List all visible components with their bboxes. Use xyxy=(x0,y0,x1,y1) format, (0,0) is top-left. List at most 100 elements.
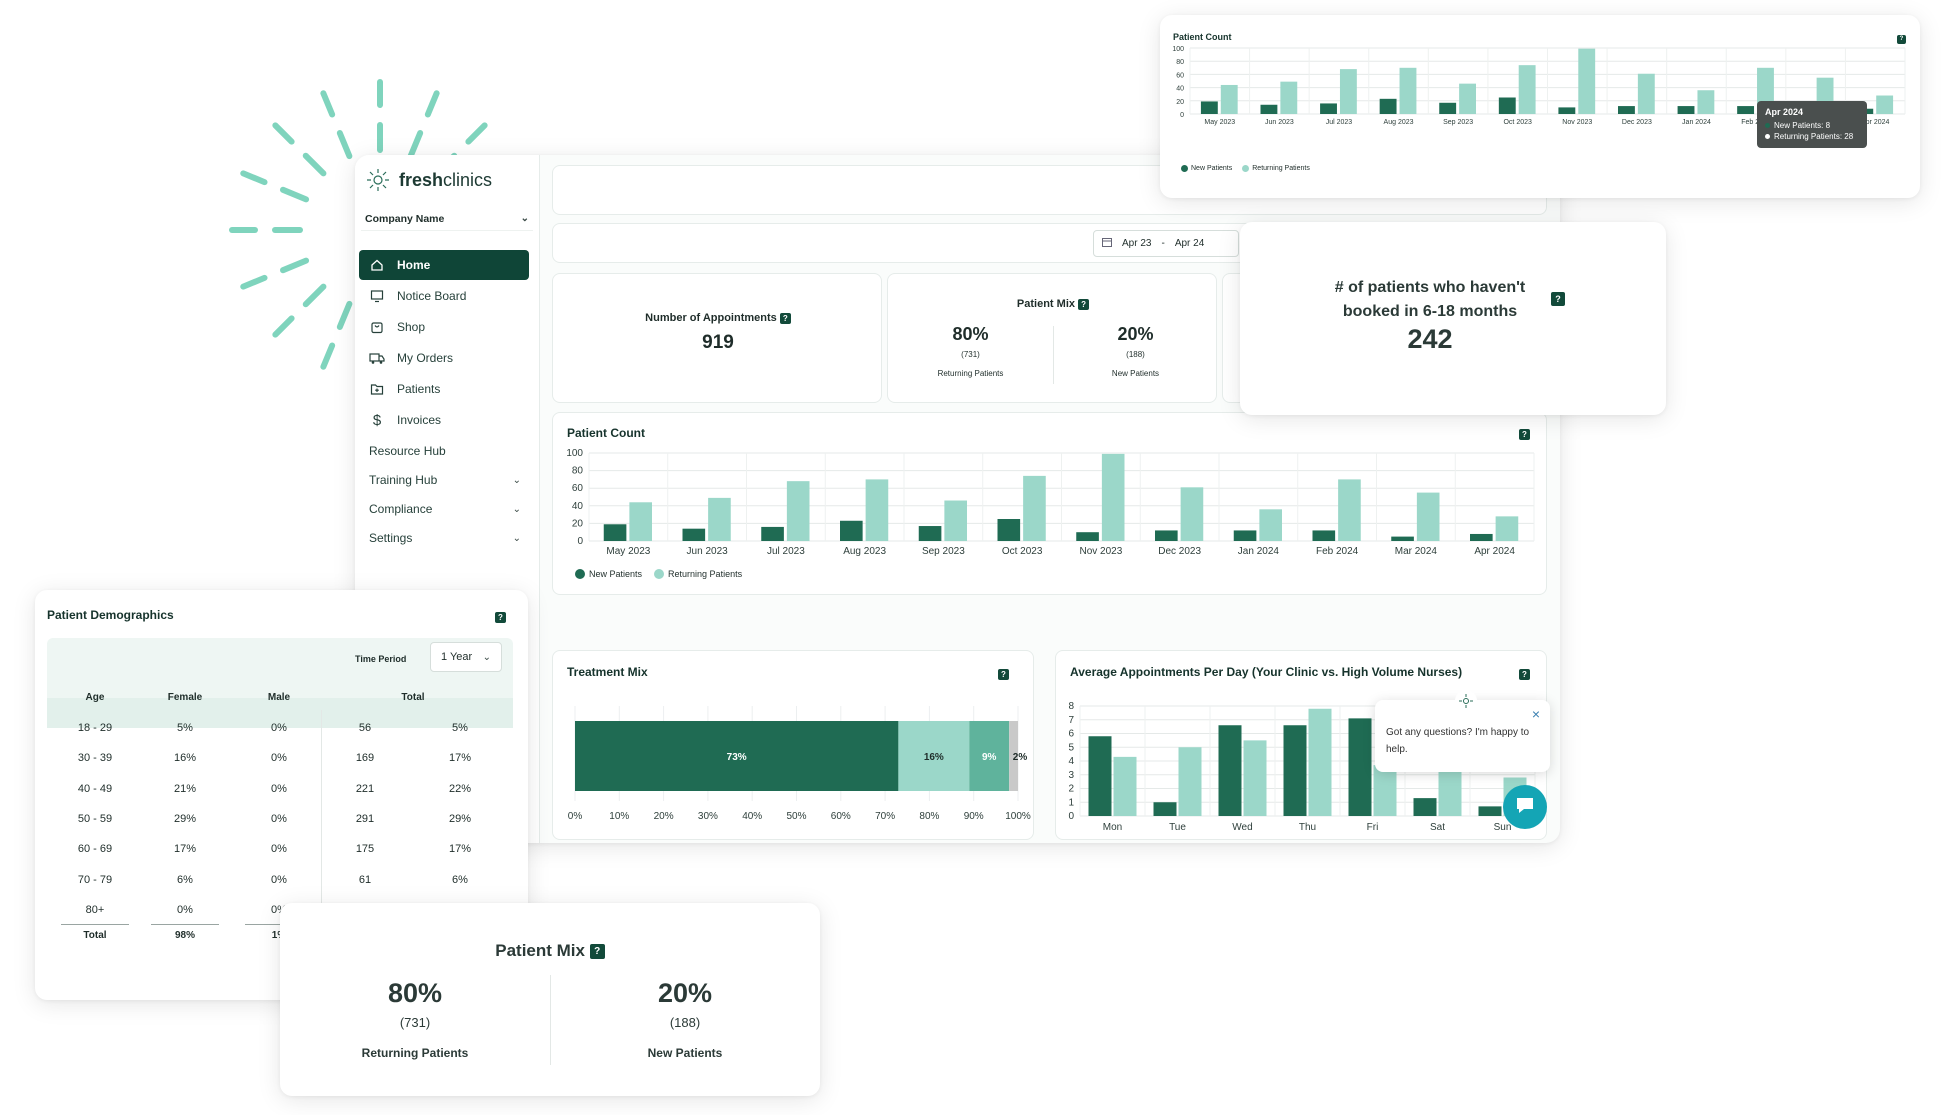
x-tick-label: Nov 2023 xyxy=(1562,119,1592,126)
x-tick-label: Sun xyxy=(1494,822,1512,833)
bar xyxy=(1088,736,1112,816)
help-icon[interactable]: ? xyxy=(779,313,791,324)
table-cell: 0% xyxy=(271,782,287,795)
bar xyxy=(944,500,967,541)
sidebar-item-settings[interactable]: Settings ⌄ xyxy=(359,523,529,553)
help-icon[interactable]: ? xyxy=(1551,292,1565,306)
sidebar-item-home[interactable]: Home xyxy=(359,250,529,280)
appointments-title: Number of Appointments xyxy=(645,312,777,324)
chat-launcher-button[interactable] xyxy=(1503,785,1547,829)
logo-icon xyxy=(367,169,389,191)
x-tick-label: Jan 2024 xyxy=(1682,119,1711,126)
stacked-segment xyxy=(898,721,970,791)
bar xyxy=(1416,492,1440,541)
bar xyxy=(1338,479,1361,541)
sidebar-item-label: Settings xyxy=(369,531,413,545)
monitor-icon xyxy=(369,288,385,304)
bar xyxy=(1677,106,1695,114)
chat-popup[interactable]: × Got any questions? I'm happy to help. xyxy=(1375,690,1550,772)
bar xyxy=(1101,453,1125,541)
column-header: Age xyxy=(85,692,105,703)
bar xyxy=(1218,725,1242,816)
total-rule xyxy=(245,924,313,925)
bar xyxy=(1076,532,1099,541)
bar xyxy=(1459,83,1476,114)
help-icon[interactable]: ? xyxy=(1897,35,1906,44)
new-percent: 20% xyxy=(657,978,713,1008)
help-icon[interactable]: ? xyxy=(1519,669,1530,680)
table-cell: 17% xyxy=(173,843,197,856)
sparkle-ray xyxy=(302,152,327,177)
patient-mix-title: Patient Mix xyxy=(1016,298,1075,310)
logo-text: clinics xyxy=(443,169,493,190)
bar xyxy=(1113,756,1137,816)
y-tick-label: 40 xyxy=(1176,86,1184,93)
bar xyxy=(865,479,889,541)
table-cell: 175 xyxy=(355,843,375,856)
x-tick-label: May 2023 xyxy=(1204,119,1235,126)
y-tick-label: 80 xyxy=(1176,59,1184,66)
help-icon[interactable]: ? xyxy=(1519,429,1530,440)
help-icon[interactable]: ? xyxy=(589,944,605,959)
chevron-down-icon: ⌄ xyxy=(520,213,529,224)
x-tick-label: Mar 2024 xyxy=(1395,546,1438,557)
x-tick-label: 100% xyxy=(1005,811,1031,822)
help-icon[interactable]: ? xyxy=(495,612,506,623)
table-cell: 80+ xyxy=(85,903,105,916)
close-icon[interactable]: × xyxy=(1531,706,1540,722)
not-booked-card: # of patients who haven't booked in 6-18… xyxy=(1240,222,1666,415)
sparkle-ray xyxy=(407,129,424,160)
time-period-select[interactable]: 1 Year ⌄ xyxy=(430,642,502,672)
sidebar-item-label: Compliance xyxy=(369,502,433,516)
y-tick-label: 7 xyxy=(1068,715,1074,726)
bar xyxy=(1518,65,1536,114)
bar xyxy=(1470,533,1493,541)
bar xyxy=(1023,475,1046,541)
table-cell: 5% xyxy=(452,722,468,734)
sidebar-item-training-hub[interactable]: Training Hub ⌄ xyxy=(359,465,529,495)
table-cell: 61 xyxy=(358,873,372,886)
sparkle-ray xyxy=(279,186,310,203)
help-icon[interactable]: ? xyxy=(1078,299,1090,310)
demographics-title: Patient Demographics xyxy=(47,608,174,622)
x-tick-label: Sat xyxy=(1430,822,1445,833)
x-tick-label: 10% xyxy=(609,811,629,822)
table-cell: 17% xyxy=(448,752,472,765)
legend-label: New Patients xyxy=(1191,165,1233,172)
sidebar-item-compliance[interactable]: Compliance ⌄ xyxy=(359,494,529,524)
patient-mix-card: Patient Mix ? 80% (731) Returning Patien… xyxy=(887,273,1217,403)
x-tick-label: Nov 2023 xyxy=(1079,546,1122,557)
date-range-picker[interactable]: Apr 23 - Apr 24 xyxy=(1093,230,1239,257)
total-cell: Total xyxy=(83,930,107,941)
new-label: New Patients xyxy=(1111,369,1160,378)
new-count: (188) xyxy=(1126,350,1145,359)
sidebar-item-patients[interactable]: Patients xyxy=(359,374,529,404)
returning-percent: 80% xyxy=(952,324,989,344)
table-cell: 22% xyxy=(448,782,472,795)
x-tick-label: Feb 2024 xyxy=(1741,119,1771,126)
sidebar-item-my-orders[interactable]: My Orders xyxy=(359,343,529,373)
company-selector[interactable]: Company Name ⌄ xyxy=(361,207,533,231)
y-tick-label: 100 xyxy=(1172,46,1184,53)
returning-count: (731) xyxy=(961,350,980,359)
help-icon[interactable]: ? xyxy=(998,669,1009,680)
segment-label: 16% xyxy=(924,752,944,763)
x-tick-label: Oct 2023 xyxy=(1503,119,1532,126)
sparkle-ray xyxy=(240,170,268,186)
stacked-segment xyxy=(969,721,1010,791)
column-header: Female xyxy=(167,692,203,703)
legend-new-patients: New Patients xyxy=(575,569,642,579)
sidebar-item-resource-hub[interactable]: Resource Hub xyxy=(359,436,529,466)
x-tick-label: Wed xyxy=(1232,822,1252,833)
sidebar-item-invoices[interactable]: $ Invoices xyxy=(359,405,529,435)
x-tick-label: 20% xyxy=(654,811,674,822)
bar xyxy=(1348,718,1372,816)
bar xyxy=(1558,107,1576,114)
sparkle-ray xyxy=(302,283,327,308)
stacked-segment xyxy=(1009,721,1018,791)
patient-count-card: Patient Count ? 0 20 40 60 80 100 May 2023 Jun … xyxy=(1160,15,1920,198)
bar xyxy=(1233,530,1257,541)
x-tick-label: 30% xyxy=(698,811,718,822)
sidebar-item-shop[interactable]: Shop xyxy=(359,312,529,342)
sidebar-item-notice-board[interactable]: Notice Board xyxy=(359,281,529,311)
